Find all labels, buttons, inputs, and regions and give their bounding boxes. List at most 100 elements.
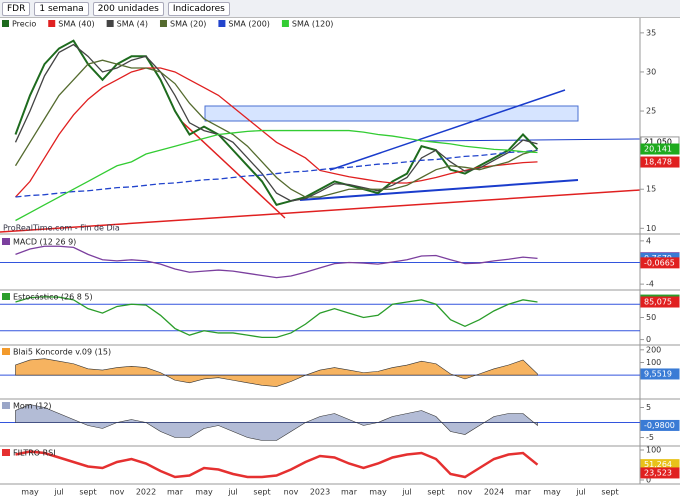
legend-label: SMA (40) [58, 20, 94, 29]
value-label-box [640, 156, 680, 168]
series-line [15, 296, 538, 339]
x-tick-label: may [369, 488, 387, 497]
x-tick-label: sept [601, 488, 618, 497]
value-label: 21,050 [644, 137, 672, 146]
value-label: -0,9800 [644, 421, 675, 430]
y-tick-label: 0 [646, 335, 651, 344]
y-tick-label: 0 [646, 476, 651, 485]
area [15, 358, 538, 387]
value-label: 51,264 [644, 460, 672, 469]
legend-swatch [159, 20, 167, 27]
x-tick-label: 2023 [310, 488, 330, 497]
y-tick-label: 100 [646, 446, 661, 455]
value-label: -0,0665 [644, 258, 675, 267]
legend-label: SMA (20) [170, 20, 206, 29]
legend-swatch [281, 20, 289, 27]
x-tick-label: nov [284, 488, 299, 497]
x-tick-label: jul [575, 488, 586, 497]
x-tick-label: jul [53, 488, 64, 497]
legend-swatch [2, 20, 9, 27]
x-tick-label: jul [401, 488, 412, 497]
y-tick-label: 35 [646, 28, 656, 37]
units-select[interactable]: 200 unidades [92, 1, 164, 16]
y-tick-label: 50 [646, 313, 656, 322]
y-tick-label: 4 [646, 236, 651, 245]
x-tick-label: sept [253, 488, 270, 497]
legend-swatch [106, 20, 114, 27]
x-tick-label: may [21, 488, 39, 497]
y-tick-label: 5 [646, 403, 651, 412]
trend-line [179, 119, 286, 219]
area [15, 404, 538, 441]
indicators-button[interactable]: Indicadores [167, 1, 230, 16]
y-tick-label: 10 [646, 224, 656, 233]
x-tick-label: nov [458, 488, 473, 497]
legend-label: SMA (200) [228, 20, 270, 29]
panel-icon [2, 402, 10, 409]
x-tick-label: may [195, 488, 213, 497]
series-line [14, 39, 539, 207]
value-label: 85,075 [644, 298, 672, 307]
panel-icon [2, 348, 10, 355]
y-tick-label: 200 [646, 345, 661, 354]
y-tick-label: 25 [646, 107, 656, 116]
x-tick-label: nov [110, 488, 125, 497]
value-label: 23,523 [644, 468, 672, 477]
panel-title: Mom (12) [13, 402, 52, 411]
value-label-box [640, 419, 680, 431]
series-line [15, 245, 538, 279]
trend-line [329, 89, 566, 171]
drawings [0, 89, 641, 233]
y-tick-label: -5 [646, 433, 654, 442]
panel-icon [2, 449, 10, 456]
panel-title: MACD (12 26 9) [13, 238, 76, 247]
legend-label: Precio [12, 20, 36, 29]
series-line [14, 43, 538, 202]
value-label-box [640, 368, 680, 380]
zone [204, 105, 579, 122]
trend-line [0, 189, 641, 233]
legend-label: SMA (4) [117, 20, 148, 29]
toolbar: FDR 1 semana 200 unidades Indicadores [0, 0, 680, 18]
panel-title: FILTRO RSI [13, 449, 56, 458]
panel-icon [2, 293, 10, 300]
x-tick-label: sept [79, 488, 96, 497]
legend-swatch [218, 20, 226, 27]
x-tick-label: jul [227, 488, 238, 497]
legend-label: SMA (120) [292, 20, 334, 29]
value-label-box [640, 467, 680, 479]
series-line [15, 129, 538, 222]
x-tick-label: 2024 [484, 488, 504, 497]
trend-line [299, 179, 579, 201]
series-line [15, 149, 538, 198]
x-tick-label: 2022 [136, 488, 156, 497]
value-label-box [640, 257, 680, 269]
x-tick-label: may [543, 488, 561, 497]
value-label: 20,141 [644, 145, 672, 154]
y-tick-label: 15 [646, 185, 656, 194]
series-line [15, 67, 538, 198]
x-tick-label: mar [167, 488, 184, 497]
x-tick-label: mar [515, 488, 532, 497]
value-label-box [640, 143, 680, 155]
legend-swatch [48, 20, 56, 27]
watermark: ProRealTime.com - Fin de Día [3, 224, 120, 233]
value-label: 18,478 [644, 158, 672, 167]
x-tick-label: sept [427, 488, 444, 497]
panel-title: Estocástico (26 8 5) [13, 293, 93, 302]
trend-line [419, 138, 641, 142]
value-label-box [640, 296, 680, 308]
series-line [14, 59, 538, 198]
period-select[interactable]: 1 semana [34, 1, 89, 16]
symbol-select[interactable]: FDR [2, 1, 31, 16]
y-tick-label: 100 [646, 358, 661, 367]
series-line [15, 450, 539, 479]
panel-icon [2, 238, 10, 245]
y-tick-label: 30 [646, 67, 656, 76]
value-label: 9,5519 [644, 369, 672, 378]
y-tick-label: -4 [646, 280, 654, 289]
panel-title: Blai5 Koncorde v.09 (15) [13, 348, 111, 357]
x-tick-label: mar [341, 488, 358, 497]
